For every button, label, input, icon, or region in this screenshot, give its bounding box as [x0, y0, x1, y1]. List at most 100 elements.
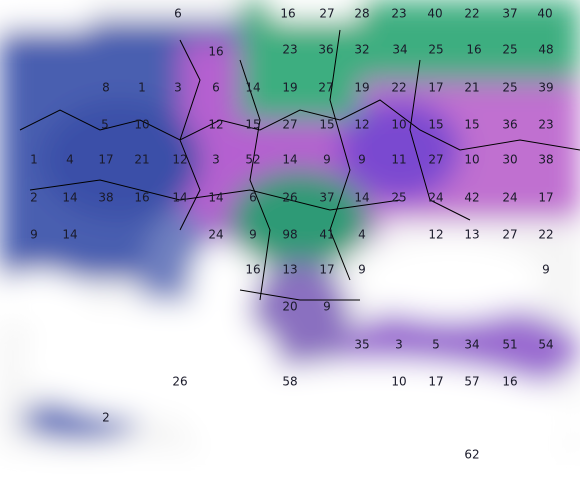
value-label: 17 — [98, 153, 113, 167]
value-label: 27 — [318, 81, 333, 95]
value-label: 27 — [282, 118, 297, 132]
value-label: 16 — [208, 45, 223, 59]
value-label: 16 — [466, 43, 481, 57]
value-label: 36 — [502, 118, 517, 132]
value-label: 17 — [538, 191, 553, 205]
value-label: 16 — [280, 7, 295, 21]
value-label: 14 — [208, 191, 223, 205]
value-label: 12 — [172, 153, 187, 167]
value-label: 14 — [245, 81, 260, 95]
value-label: 3 — [174, 81, 182, 95]
value-label: 30 — [502, 153, 517, 167]
value-label: 3 — [395, 338, 403, 352]
value-label: 16 — [502, 375, 517, 389]
value-label: 27 — [428, 153, 443, 167]
borders — [19, 29, 580, 301]
value-label: 14 — [172, 191, 187, 205]
value-label: 20 — [282, 300, 297, 314]
value-label: 25 — [502, 81, 517, 95]
value-label: 1 — [30, 153, 38, 167]
value-label: 34 — [392, 43, 407, 57]
value-label: 40 — [537, 7, 552, 21]
value-label: 23 — [282, 43, 297, 57]
value-label: 17 — [428, 375, 443, 389]
value-label: 4 — [66, 153, 74, 167]
value-label: 17 — [428, 81, 443, 95]
value-label: 24 — [208, 228, 223, 242]
value-label: 40 — [427, 7, 442, 21]
value-label: 36 — [318, 43, 333, 57]
value-label: 15 — [245, 118, 260, 132]
value-label: 37 — [502, 7, 517, 21]
value-label: 8 — [102, 81, 110, 95]
value-label: 42 — [464, 191, 479, 205]
value-label: 9 — [323, 300, 331, 314]
value-label: 2 — [30, 191, 38, 205]
value-label: 14 — [354, 191, 369, 205]
value-label: 6 — [249, 191, 257, 205]
value-label: 24 — [502, 191, 517, 205]
value-label: 26 — [172, 375, 187, 389]
value-label: 62 — [464, 448, 479, 462]
value-label: 3 — [212, 153, 220, 167]
value-label: 27 — [502, 228, 517, 242]
value-label: 35 — [354, 338, 369, 352]
value-label: 15 — [319, 118, 334, 132]
value-label: 12 — [428, 228, 443, 242]
value-label: 19 — [282, 81, 297, 95]
value-label: 9 — [249, 228, 257, 242]
value-label: 12 — [354, 118, 369, 132]
value-label: 5 — [101, 118, 109, 132]
value-label: 13 — [282, 263, 297, 277]
value-label: 22 — [464, 7, 479, 21]
value-label: 12 — [208, 118, 223, 132]
value-label: 22 — [391, 81, 406, 95]
value-label: 10 — [391, 118, 406, 132]
value-label: 1 — [138, 81, 146, 95]
value-label: 9 — [323, 153, 331, 167]
value-label: 6 — [174, 7, 182, 21]
value-label: 10 — [391, 375, 406, 389]
value-label: 5 — [432, 338, 440, 352]
value-label: 2 — [102, 411, 110, 425]
value-label: 22 — [538, 228, 553, 242]
value-label: 34 — [464, 338, 479, 352]
value-label: 9 — [542, 263, 550, 277]
value-label: 25 — [391, 191, 406, 205]
value-label: 11 — [391, 153, 406, 167]
value-label: 38 — [98, 191, 113, 205]
value-label: 58 — [282, 375, 297, 389]
value-label: 25 — [428, 43, 443, 57]
value-label: 15 — [464, 118, 479, 132]
value-label: 14 — [282, 153, 297, 167]
value-label: 27 — [319, 7, 334, 21]
value-label: 57 — [464, 375, 479, 389]
value-label: 52 — [245, 153, 260, 167]
value-label: 28 — [354, 7, 369, 21]
value-label: 37 — [319, 191, 334, 205]
value-label: 54 — [538, 338, 553, 352]
value-label: 4 — [358, 228, 366, 242]
value-label: 48 — [538, 43, 553, 57]
value-label: 21 — [134, 153, 149, 167]
value-label: 24 — [428, 191, 443, 205]
value-label: 9 — [358, 153, 366, 167]
value-label: 23 — [391, 7, 406, 21]
value-label: 38 — [538, 153, 553, 167]
value-label: 21 — [464, 81, 479, 95]
value-label: 19 — [354, 81, 369, 95]
value-label: 16 — [134, 191, 149, 205]
value-label: 23 — [538, 118, 553, 132]
value-label: 13 — [464, 228, 479, 242]
value-label: 25 — [502, 43, 517, 57]
value-label: 9 — [358, 263, 366, 277]
value-label: 10 — [134, 118, 149, 132]
value-label: 17 — [319, 263, 334, 277]
value-label: 39 — [538, 81, 553, 95]
value-label: 6 — [212, 81, 220, 95]
value-label: 26 — [282, 191, 297, 205]
value-label: 16 — [245, 263, 260, 277]
value-label: 98 — [282, 228, 297, 242]
